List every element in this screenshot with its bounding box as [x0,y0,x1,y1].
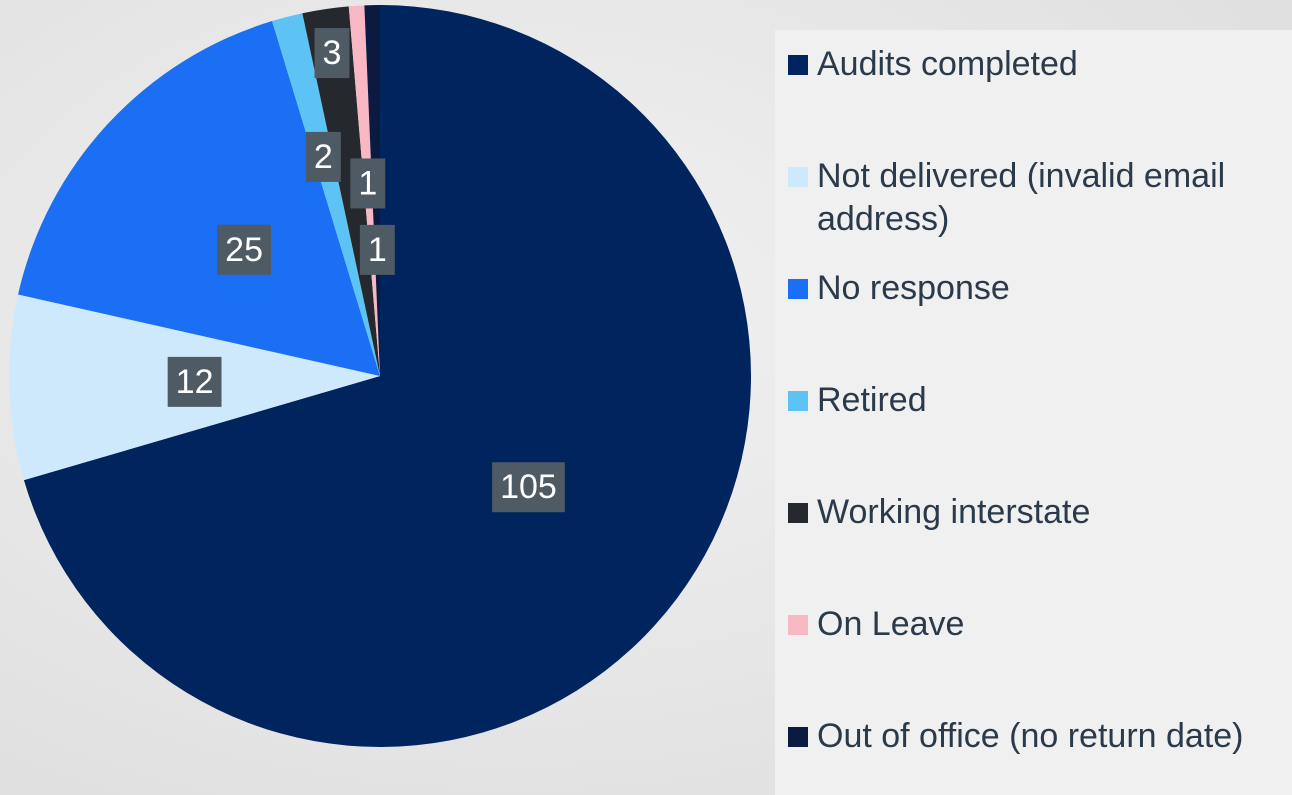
legend-label: Retired [817,381,927,419]
legend-item: Audits completed [788,43,1292,86]
chart: 105 12 25 2 3 1 1 [8,5,751,747]
pie-slice [272,13,380,376]
data-label: 105 [492,462,565,513]
data-label-text: 2 [314,138,333,176]
data-label-text: 25 [225,231,263,269]
legend-label: Out of office (no return date) [817,717,1244,755]
legend-label: Not delivered (invalid email address) [817,157,1226,238]
data-label-box [167,356,222,407]
legend-swatch [788,503,808,523]
data-label-text: 3 [323,34,342,72]
data-label: 3 [314,28,350,79]
legend-swatch [788,391,808,411]
data-label-box [492,462,565,513]
legend-swatch [788,55,808,75]
legend-swatch [788,727,808,747]
legend: Audits completed Not delivered (invalid e… [775,30,1292,795]
legend-swatch [788,279,808,299]
data-label-box [350,158,386,209]
legend-item: Retired [788,379,1292,422]
data-label: 12 [167,356,222,407]
legend-label: No response [817,269,1010,307]
legend-item: On Leave [788,603,1292,646]
pie-slice [302,6,380,376]
data-label-text: 12 [176,363,214,401]
data-label-text: 1 [368,231,387,269]
data-label-box [359,224,395,275]
data-label-text: 1 [358,164,377,202]
legend-item: No response [788,267,1292,310]
legend-item: Working interstate [788,491,1292,534]
data-label-box [305,131,341,182]
legend-label: Audits completed [817,45,1078,83]
legend-label: On Leave [817,605,965,643]
legend-item: Out of office (no return date) [788,715,1292,758]
legend-swatch [788,615,808,635]
data-label: 25 [217,224,271,275]
data-label-text: 105 [500,468,557,506]
data-label-box [217,224,271,275]
legend-swatch [788,167,808,187]
pie-slice [18,21,381,376]
legend-label: Working interstate [817,493,1091,531]
data-label: 2 [305,131,341,182]
data-label-box [314,28,350,79]
data-label: 1 [350,158,386,209]
pie-slice [23,5,751,747]
legend-item: Not delivered (invalid email address) [788,155,1292,241]
data-label: 1 [359,224,395,275]
